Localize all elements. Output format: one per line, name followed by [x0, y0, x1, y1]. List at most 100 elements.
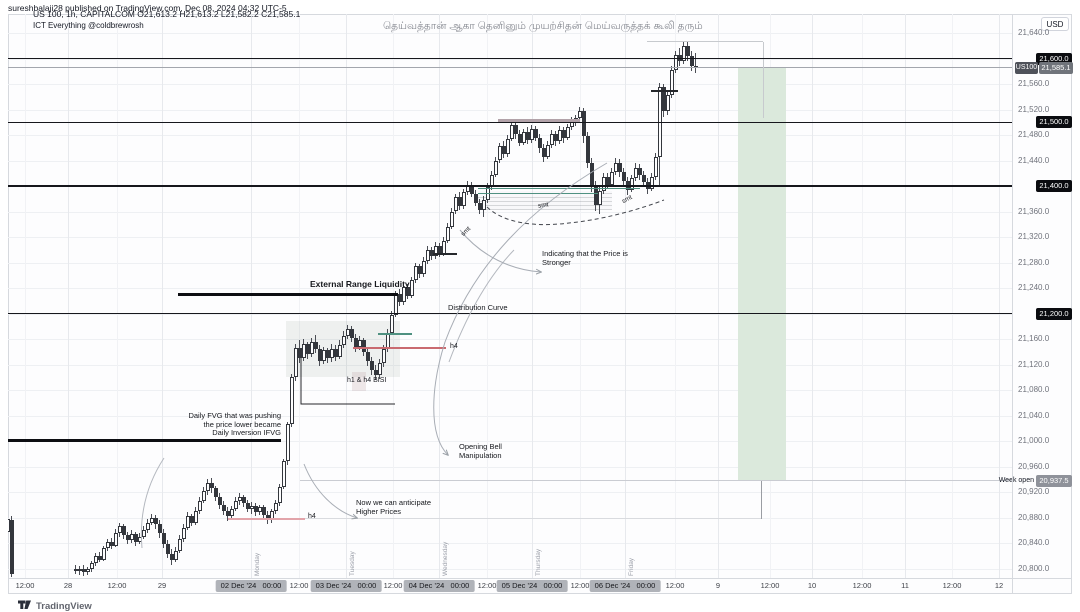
h4-line-low	[228, 518, 305, 520]
candle-down	[501, 146, 506, 155]
time-tick: 12:00	[570, 581, 590, 590]
candle-up	[669, 69, 674, 96]
teal-level-line-2	[478, 193, 598, 195]
currency-toggle-button[interactable]: USD	[1041, 17, 1069, 31]
candle-up	[521, 132, 526, 143]
candle-up	[377, 363, 382, 375]
candle-down	[537, 137, 542, 148]
time-session-badge: 02 Dec '24 00:00	[215, 580, 287, 592]
time-tick: 12:00	[760, 581, 780, 590]
candle-up	[181, 527, 186, 540]
gridline-vertical-day	[162, 14, 163, 578]
time-tick: 11	[901, 581, 909, 590]
candle-up	[237, 497, 242, 501]
candle-down	[417, 266, 422, 274]
gridline-vertical-day	[251, 14, 252, 578]
candle-up	[545, 145, 550, 157]
candle-up	[633, 168, 638, 179]
candle-up	[653, 156, 658, 178]
key-level-line	[8, 121, 1012, 123]
candle-down	[689, 55, 694, 67]
day-name-label: Thursday	[535, 548, 542, 576]
candle-up	[445, 226, 450, 241]
candle-up	[89, 563, 94, 570]
time-tick: 29	[157, 581, 167, 590]
day-name-label: Tuesday	[349, 551, 356, 576]
candle-up	[329, 348, 334, 359]
candle-down	[637, 168, 642, 175]
candle-down	[581, 110, 586, 137]
candle-up	[337, 345, 342, 357]
candle-up	[609, 171, 614, 185]
minor-level-line-a	[433, 253, 457, 255]
time-session-badge: 05 Dec '24 00:00	[496, 580, 568, 592]
candle-up	[505, 138, 510, 155]
candle-up	[357, 340, 362, 347]
price-tick: 21,000.0	[1018, 436, 1050, 445]
week-open-badge: 20,937.5	[1036, 474, 1072, 487]
candle-down	[361, 340, 366, 352]
candle-down	[349, 329, 354, 338]
h4-extension-line	[305, 518, 761, 520]
teal-level-line-1	[478, 188, 640, 190]
candle-down	[189, 516, 194, 523]
candle-down	[125, 535, 130, 541]
candle-up	[309, 342, 314, 355]
candle-down	[253, 506, 258, 513]
candle-up	[277, 486, 282, 504]
candle-down	[525, 132, 530, 141]
time-tick: 12:00	[383, 581, 403, 590]
candle-up	[461, 192, 466, 207]
measure-box-top-line	[647, 41, 763, 43]
teal-level-line-3	[378, 333, 412, 335]
h4-line-mid	[353, 347, 446, 349]
chart-pane[interactable]: External Range Liquidity Distribution Cur…	[8, 14, 1012, 578]
candle-up	[141, 530, 146, 537]
candle-down	[305, 344, 310, 355]
measure-vline-bottom	[761, 480, 762, 519]
time-axis[interactable]: 12:00 28 12:00 29 02 Dec '24 00:00 12:00 03 De…	[8, 579, 1012, 594]
price-level-badge: 21,400.0	[1036, 180, 1072, 192]
gridline-vertical-day	[439, 14, 440, 578]
price-tick: 21,320.0	[1018, 232, 1050, 241]
candle-up	[85, 569, 90, 573]
candle-up	[269, 511, 274, 521]
gridline-vertical-day	[812, 14, 813, 578]
candle-up	[449, 211, 454, 227]
time-tick: 12:00	[289, 581, 309, 590]
measure-vline-top	[763, 41, 764, 119]
consequent-encroachment-line	[498, 118, 580, 122]
gridline-vertical-minor	[299, 14, 300, 578]
candle-up	[665, 95, 670, 111]
gridline-vertical-minor	[952, 14, 953, 578]
gridline-vertical-minor	[487, 14, 488, 578]
anticipate-arrow	[303, 463, 357, 518]
candle-up	[441, 240, 446, 254]
candle-up	[493, 160, 498, 175]
annotation-opening-bell: Opening Bell Manipulation	[459, 442, 502, 460]
chart-legend[interactable]: US 100, 1h, CAPITALCOM O21,613.2 H21,613…	[33, 9, 300, 31]
price-tick: 21,640.0	[1018, 28, 1050, 37]
time-tick: 12	[994, 581, 1004, 590]
candle-down	[225, 511, 230, 517]
gridline-horizontal	[8, 160, 1012, 162]
price-axis[interactable]: 21,640.0 21,560.0 21,520.0 21,480.0 21,440.0…	[999, 14, 1073, 578]
candle-down	[9, 520, 14, 574]
price-tick: 21,040.0	[1018, 410, 1050, 420]
candle-down	[513, 124, 518, 134]
candle-up	[401, 286, 406, 303]
tradingview-brand-text[interactable]: TradingView	[36, 600, 92, 612]
price-tick: 21,440.0	[1018, 155, 1050, 165]
time-tick: 28	[63, 581, 73, 590]
time-tick: 12:00	[852, 581, 872, 590]
tradingview-logo-icon[interactable]	[18, 597, 31, 612]
candle-down	[365, 351, 370, 361]
candle-down	[589, 163, 594, 188]
candle-up	[577, 110, 582, 119]
candle-down	[397, 294, 402, 303]
candle-down	[685, 45, 690, 56]
candle-down	[405, 286, 410, 296]
last-price-line	[8, 67, 1012, 69]
footer: TradingView	[18, 597, 92, 612]
day-name-label: Wednesday	[442, 541, 449, 576]
